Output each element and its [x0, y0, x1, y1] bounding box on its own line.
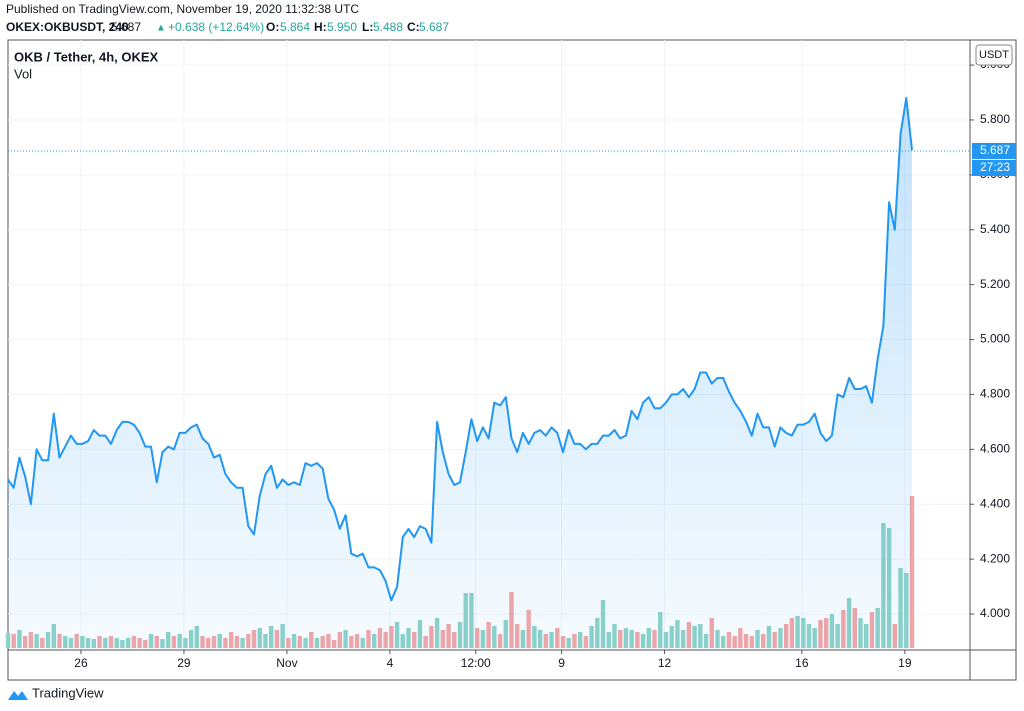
published: Published on TradingView.com, November 1…	[6, 2, 359, 16]
logo-icon	[8, 691, 28, 700]
close: 5.687	[419, 20, 449, 34]
price-line	[7, 97, 913, 602]
x-tick-label: 19	[898, 656, 912, 670]
x-tick-label: 4	[387, 656, 394, 670]
o-label: O:	[266, 20, 279, 34]
y-tick-label: 5.400	[980, 222, 1010, 236]
y-tick-label: 4.200	[980, 551, 1010, 565]
change: +0.638 (+12.64%)	[168, 20, 264, 34]
frame	[7, 39, 1017, 681]
legend-title: OKB / Tether, 4h, OKEX	[14, 49, 159, 64]
x-tick-label: 26	[74, 656, 88, 670]
low: 5.488	[373, 20, 403, 34]
l-label: L:	[362, 20, 373, 34]
plot	[5, 40, 970, 650]
x-tick-label: 12	[658, 656, 672, 670]
y-tick-label: 4.800	[980, 387, 1010, 401]
logo: TradingView	[8, 685, 104, 700]
x-tick-label: 9	[558, 656, 565, 670]
currency: USDT	[979, 49, 1009, 61]
arrow: ▲	[156, 23, 166, 34]
currency-badge	[975, 44, 1013, 66]
y-tick-label: 5.800	[980, 112, 1010, 126]
countdown-badge	[972, 159, 1016, 176]
y-tick-label: 4.600	[980, 442, 1010, 456]
area-fill	[8, 98, 912, 650]
open: 5.864	[280, 20, 310, 34]
y-tick-label: 5.000	[980, 332, 1010, 346]
c-label: C:	[407, 20, 420, 34]
x-tick-label: Nov	[276, 656, 297, 670]
x-tick-label: 29	[177, 656, 191, 670]
price: 5.687	[111, 20, 141, 34]
symbol-line: OKEX:OKBUSDT, 240	[6, 20, 129, 34]
h-label: H:	[314, 20, 327, 34]
last-price-badge	[972, 142, 1016, 159]
symbol: OKEX:OKBUSDT, 240	[6, 20, 129, 34]
y-tick-label: 5.200	[980, 277, 1010, 291]
brand: TradingView	[32, 685, 104, 700]
x-tick-label: 12:00	[461, 656, 491, 670]
high: 5.950	[327, 20, 357, 34]
legend-vol: Vol	[14, 66, 32, 81]
y-tick-label: 4.000	[980, 606, 1010, 620]
countdown: 27:23	[980, 160, 1010, 174]
last-price-label: 5.687	[980, 143, 1010, 157]
y-tick-label: 4.400	[980, 496, 1010, 510]
x-tick-label: 16	[795, 656, 809, 670]
